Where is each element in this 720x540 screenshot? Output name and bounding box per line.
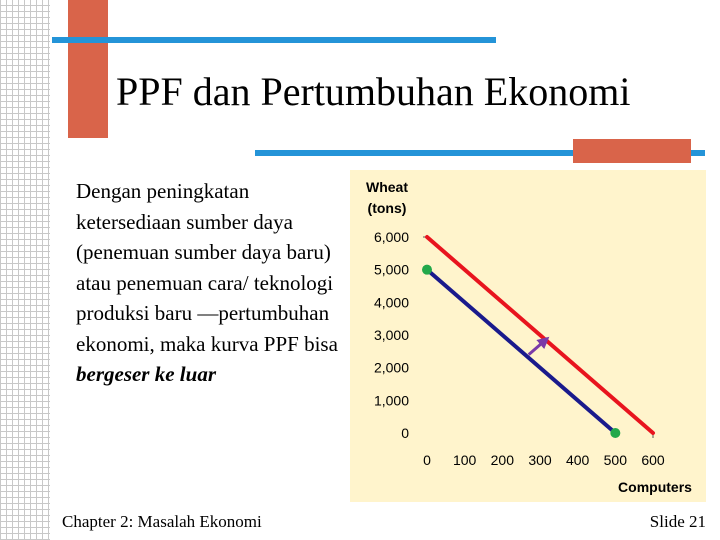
- ppf-intercept-point: [610, 428, 621, 438]
- y-axis-title-line: Wheat: [366, 179, 408, 195]
- shift-arrow: [527, 336, 550, 356]
- x-tick-label: 600: [641, 452, 665, 468]
- x-tick-label: 500: [604, 452, 628, 468]
- x-tick-label: 100: [453, 452, 477, 468]
- accent-line-middle: [255, 150, 705, 156]
- accent-block: [573, 139, 691, 163]
- y-tick-label: 3,000: [374, 327, 409, 343]
- footer-chapter: Chapter 2: Masalah Ekonomi: [62, 512, 262, 531]
- y-tick-label: 2,000: [374, 360, 409, 376]
- body-text-emphasis: bergeser ke luar: [76, 362, 216, 386]
- ppf-chart-svg: Wheat (tons) 0 1,000 2,000 3,000 4,000 5,000 6,0…: [366, 179, 692, 495]
- accent-bar-vertical: [68, 0, 108, 138]
- footer-slide-number: Slide 21: [649, 512, 706, 531]
- x-tick-label: 200: [491, 452, 515, 468]
- y-tick-label: 0: [401, 425, 409, 441]
- body-text: Dengan peningkatan ketersediaan sumber d…: [76, 176, 338, 390]
- y-tick-label: 4,000: [374, 294, 409, 310]
- x-tick-label: 300: [528, 452, 552, 468]
- x-tick-label: 400: [566, 452, 590, 468]
- slide-title: PPF dan Pertumbuhan Ekonomi: [116, 69, 631, 114]
- left-stripe-pattern: [0, 0, 50, 540]
- x-tick-label: 0: [423, 452, 431, 468]
- body-text-main: Dengan peningkatan ketersediaan sumber d…: [76, 179, 338, 356]
- ppf-line-new: [425, 235, 655, 435]
- accent-line-top: [52, 37, 496, 43]
- ppf-chart: Wheat (tons) 0 1,000 2,000 3,000 4,000 5,000 6,0…: [350, 170, 706, 502]
- x-axis-title: Computers: [618, 479, 692, 495]
- ppf-intercept-point: [422, 264, 432, 275]
- ppf-line-original: [425, 267, 618, 435]
- y-tick-label: 6,000: [374, 229, 409, 245]
- y-tick-label: 5,000: [374, 262, 409, 278]
- y-axis-title-line: (tons): [368, 200, 407, 216]
- y-tick-label: 1,000: [374, 392, 409, 408]
